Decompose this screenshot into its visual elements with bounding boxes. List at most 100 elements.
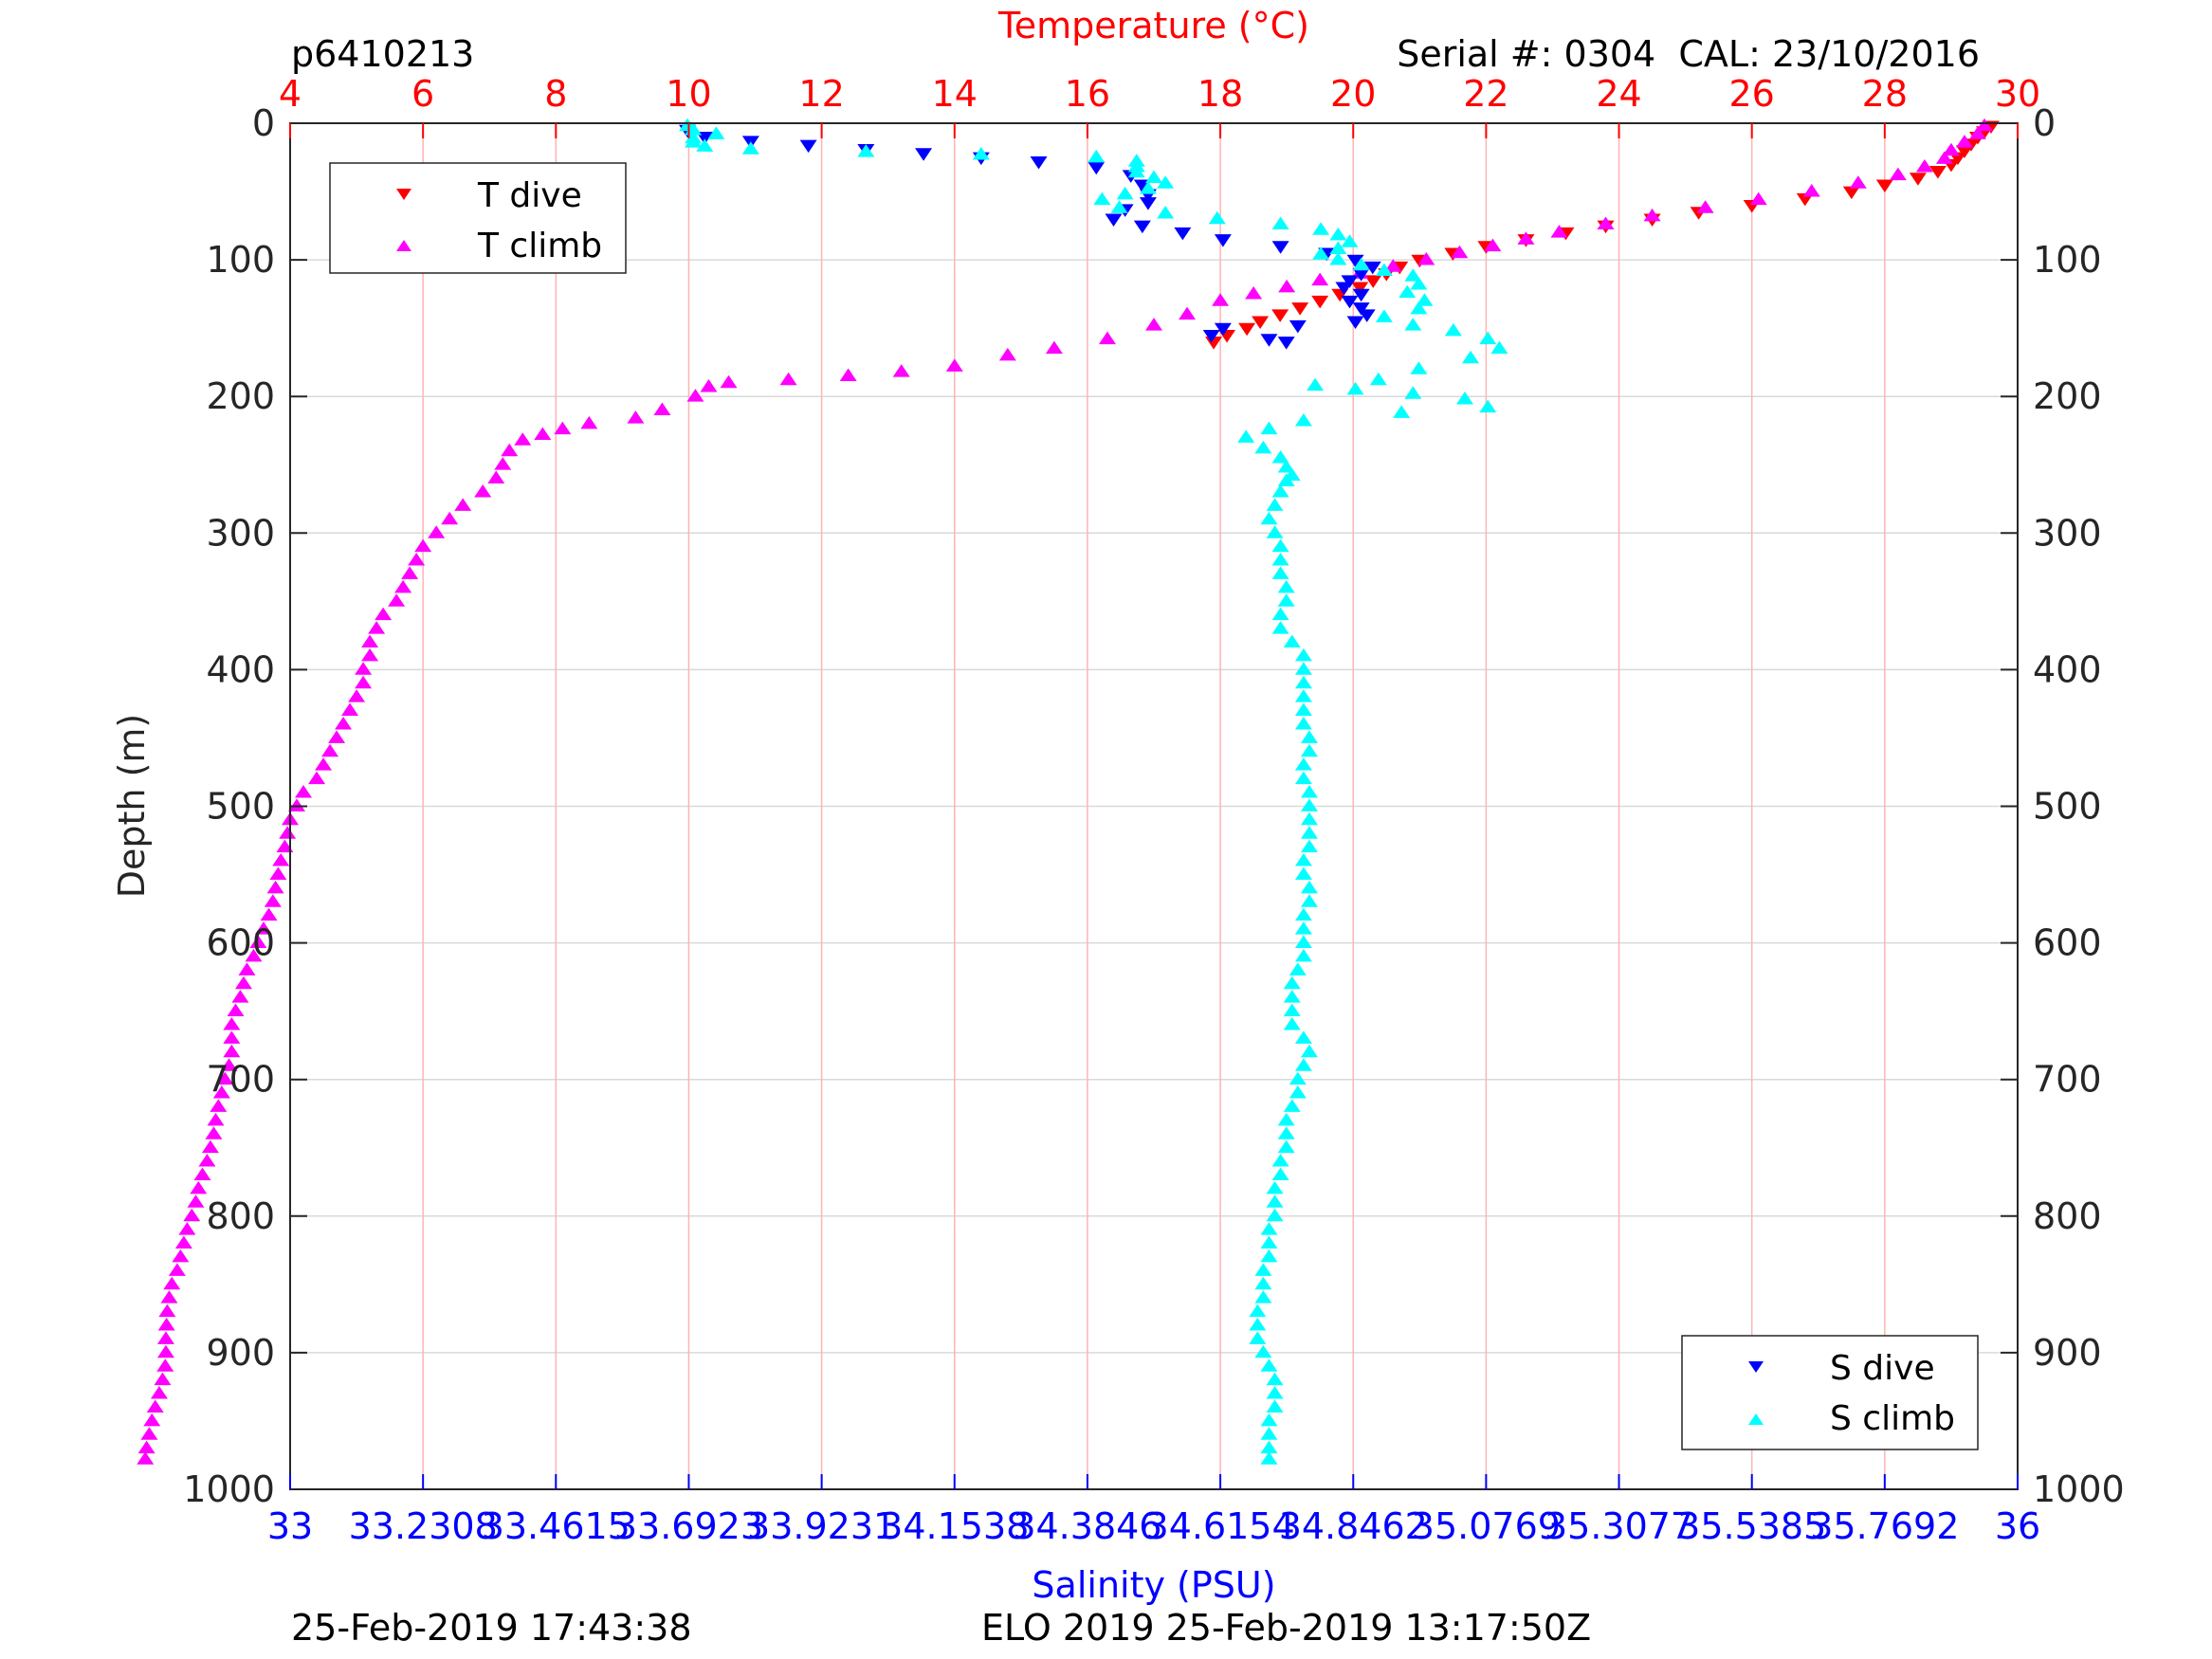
- data-point-marker: [1283, 975, 1301, 990]
- data-point-marker: [1311, 272, 1329, 286]
- data-point-marker: [1271, 1154, 1289, 1167]
- data-point-marker: [1289, 319, 1307, 334]
- data-point-marker: [190, 1180, 208, 1194]
- data-point-marker: [799, 139, 817, 154]
- data-point-marker: [1254, 1344, 1272, 1358]
- data-point-marker: [627, 410, 645, 424]
- data-point-marker: [1294, 716, 1312, 730]
- footer-timestamp: 25-Feb-2019 17:43:38: [291, 1607, 692, 1649]
- data-point-marker: [1935, 151, 1953, 164]
- data-point-marker: [355, 675, 373, 689]
- temperature-tick-label: 16: [1065, 73, 1110, 115]
- data-point-marker: [1341, 234, 1359, 247]
- data-point-marker: [1098, 331, 1116, 345]
- data-point-marker: [1277, 473, 1295, 486]
- data-point-marker: [254, 921, 272, 935]
- data-point-marker: [1404, 386, 1422, 399]
- data-point-marker: [454, 498, 472, 511]
- temperature-tick-label: 24: [1596, 73, 1641, 115]
- data-point-marker: [1346, 381, 1364, 395]
- data-point-marker: [1249, 1304, 1267, 1318]
- data-markers: [137, 118, 2000, 1465]
- data-point-marker: [1346, 254, 1364, 268]
- depth-tick-label-left: 400: [206, 648, 275, 690]
- data-point-marker: [1455, 391, 1473, 405]
- data-point-marker: [1271, 566, 1289, 579]
- data-point-marker: [1238, 322, 1256, 337]
- data-point-marker: [264, 894, 282, 907]
- data-point-marker: [1300, 798, 1318, 811]
- data-point-marker: [220, 1058, 238, 1071]
- data-point-marker: [1975, 118, 1993, 132]
- temperature-tick-label: 6: [411, 73, 434, 115]
- data-point-marker: [1404, 318, 1422, 331]
- data-point-marker: [1179, 306, 1197, 320]
- temperature-tick-label: 14: [932, 73, 978, 115]
- data-point-marker: [1294, 935, 1312, 948]
- data-point-marker: [1266, 498, 1284, 511]
- data-point-marker: [1300, 784, 1318, 798]
- data-point-marker: [741, 141, 759, 155]
- data-point-marker: [1283, 1099, 1301, 1112]
- data-point-marker: [1271, 621, 1289, 634]
- data-point-marker: [1260, 1222, 1278, 1235]
- data-point-marker: [1294, 1058, 1312, 1071]
- data-point-marker: [163, 1276, 181, 1290]
- data-point-marker: [1410, 361, 1428, 374]
- data-point-marker: [401, 566, 419, 579]
- data-point-marker: [249, 935, 267, 948]
- data-point-marker: [210, 1099, 228, 1112]
- data-point-marker: [1358, 309, 1376, 322]
- data-point-marker: [1597, 216, 1615, 230]
- data-point-marker: [779, 372, 797, 386]
- data-point-marker: [1294, 702, 1312, 717]
- data-point-marker: [534, 427, 552, 440]
- legend-s-climb-marker: [1748, 1413, 1764, 1425]
- data-point-marker: [1260, 1427, 1278, 1440]
- data-point-marker: [1260, 1451, 1278, 1465]
- axis-ticks: 0 0 100 100 200 200 300 300 400 400 500 500 600 600 70…: [183, 73, 2124, 1547]
- data-point-marker: [394, 579, 412, 593]
- data-point-marker: [1045, 340, 1063, 355]
- data-point-marker: [1341, 275, 1359, 288]
- data-point-marker: [1266, 525, 1284, 538]
- footer-mission-label: ELO 2019 25-Feb-2019 13:17:50Z: [981, 1607, 1591, 1649]
- data-point-marker: [1202, 329, 1220, 343]
- salinity-tick-label: 34.8462: [1279, 1505, 1428, 1547]
- legend-s-climb-label: S climb: [1830, 1399, 1955, 1438]
- data-point-marker: [1968, 126, 1986, 139]
- data-point-marker: [216, 1071, 234, 1085]
- data-point-marker: [260, 907, 278, 921]
- data-point-marker: [279, 826, 297, 839]
- depth-tick-label-left: 100: [206, 239, 275, 281]
- depth-tick-label-right: 600: [2033, 922, 2102, 964]
- salinity-tick-label: 33: [267, 1505, 313, 1547]
- data-point-marker: [441, 511, 459, 525]
- data-point-marker: [1088, 149, 1106, 163]
- depth-axis-title: Depth (m): [111, 714, 153, 899]
- data-point-marker: [1271, 483, 1289, 498]
- data-point-marker: [1462, 350, 1480, 364]
- data-point-marker: [375, 607, 393, 621]
- data-point-marker: [1416, 293, 1434, 306]
- depth-tick-label-right: 300: [2033, 512, 2102, 554]
- legend-t-climb-label: T climb: [477, 227, 602, 265]
- data-point-marker: [1410, 301, 1428, 315]
- data-point-marker: [1479, 399, 1497, 413]
- data-point-marker: [1329, 252, 1347, 265]
- data-point-marker: [554, 421, 572, 435]
- legend-s-dive-label: S dive: [1830, 1349, 1935, 1388]
- data-point-marker: [1875, 179, 1893, 192]
- data-point-marker: [1260, 1413, 1278, 1427]
- data-point-marker: [1208, 210, 1226, 225]
- depth-tick-label-right: 100: [2033, 239, 2102, 281]
- serial-calibration-label: Serial #: 0304 CAL: 23/10/2016: [1397, 33, 1980, 75]
- depth-tick-label-left: 200: [206, 375, 275, 417]
- depth-tick-label-left: 700: [206, 1059, 275, 1101]
- depth-tick-label-left: 1000: [183, 1468, 275, 1510]
- data-point-marker: [1133, 220, 1151, 234]
- legend-t-dive-label: T dive: [477, 176, 582, 215]
- data-point-marker: [1375, 263, 1393, 277]
- data-point-marker: [1260, 1249, 1278, 1263]
- data-point-marker: [1266, 1180, 1284, 1194]
